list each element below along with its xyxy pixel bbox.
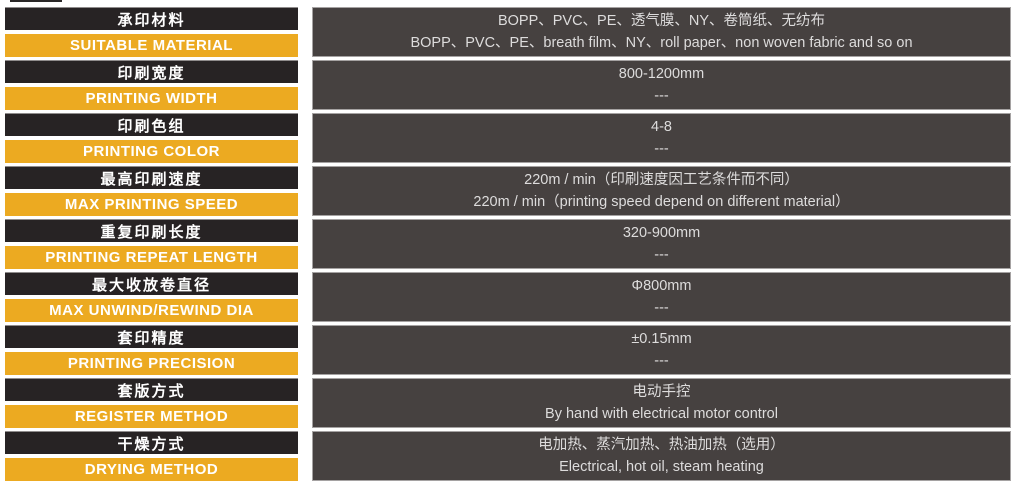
value-cell: ±0.15mm --- xyxy=(312,325,1011,375)
value-cell: Φ800mm --- xyxy=(312,272,1011,322)
spec-row-printing-width: 印刷宽度 PRINTING WIDTH 800-1200mm --- xyxy=(5,60,1011,110)
label-chinese: 干燥方式 xyxy=(5,431,298,454)
spec-row-printing-color: 印刷色组 PRINTING COLOR 4-8 --- xyxy=(5,113,1011,163)
value-cell: 320-900mm --- xyxy=(312,219,1011,269)
value-cell: BOPP、PVC、PE、透气膜、NY、卷筒纸、无纺布 BOPP、PVC、PE、b… xyxy=(312,7,1011,57)
value-cell: 电动手控 By hand with electrical motor contr… xyxy=(312,378,1011,428)
label-column: 套印精度 PRINTING PRECISION xyxy=(5,325,298,375)
label-english: DRYING METHOD xyxy=(5,458,298,481)
spec-row-printing-repeat-length: 重复印刷长度 PRINTING REPEAT LENGTH 320-900mm … xyxy=(5,219,1011,269)
value-english: 220m / min（printing speed depend on diff… xyxy=(473,194,850,210)
label-english: PRINTING REPEAT LENGTH xyxy=(5,246,298,269)
value-english: --- xyxy=(654,300,669,316)
value-english: Electrical, hot oil, steam heating xyxy=(559,459,764,475)
value-english: --- xyxy=(654,247,669,263)
spec-row-register-method: 套版方式 REGISTER METHOD 电动手控 By hand with e… xyxy=(5,378,1011,428)
label-english: PRINTING WIDTH xyxy=(5,87,298,110)
spec-row-max-unwind-rewind-dia: 最大收放卷直径 MAX UNWIND/REWIND DIA Φ800mm --- xyxy=(5,272,1011,322)
label-column: 承印材料 SUITABLE MATERIAL xyxy=(5,7,298,57)
label-column: 干燥方式 DRYING METHOD xyxy=(5,431,298,481)
label-column: 印刷宽度 PRINTING WIDTH xyxy=(5,60,298,110)
label-chinese: 印刷宽度 xyxy=(5,60,298,83)
label-chinese: 重复印刷长度 xyxy=(5,219,298,242)
value-english: BOPP、PVC、PE、breath film、NY、roll paper、no… xyxy=(410,35,913,51)
value-english: --- xyxy=(654,141,669,157)
spec-row-suitable-material: 承印材料 SUITABLE MATERIAL BOPP、PVC、PE、透气膜、N… xyxy=(5,7,1011,57)
spec-row-max-printing-speed: 最高印刷速度 MAX PRINTING SPEED 220m / min（印刷速… xyxy=(5,166,1011,216)
value-chinese: BOPP、PVC、PE、透气膜、NY、卷筒纸、无纺布 xyxy=(497,13,826,29)
label-chinese: 套版方式 xyxy=(5,378,298,401)
label-english: MAX PRINTING SPEED xyxy=(5,193,298,216)
label-english: MAX UNWIND/REWIND DIA xyxy=(5,299,298,322)
value-english: --- xyxy=(654,88,669,104)
value-chinese: Φ800mm xyxy=(631,278,692,294)
label-column: 重复印刷长度 PRINTING REPEAT LENGTH xyxy=(5,219,298,269)
value-chinese: 320-900mm xyxy=(622,225,701,241)
value-cell: 4-8 --- xyxy=(312,113,1011,163)
spec-row-printing-precision: 套印精度 PRINTING PRECISION ±0.15mm --- xyxy=(5,325,1011,375)
value-cell: 800-1200mm --- xyxy=(312,60,1011,110)
value-chinese: 800-1200mm xyxy=(618,66,705,82)
label-chinese: 最高印刷速度 xyxy=(5,166,298,189)
label-column: 最大收放卷直径 MAX UNWIND/REWIND DIA xyxy=(5,272,298,322)
label-english: PRINTING COLOR xyxy=(5,140,298,163)
label-chinese: 承印材料 xyxy=(5,7,298,30)
label-column: 最高印刷速度 MAX PRINTING SPEED xyxy=(5,166,298,216)
label-column: 印刷色组 PRINTING COLOR xyxy=(5,113,298,163)
value-english: --- xyxy=(654,353,669,369)
label-english: PRINTING PRECISION xyxy=(5,352,298,375)
value-chinese: ±0.15mm xyxy=(631,331,692,347)
specification-table: 承印材料 SUITABLE MATERIAL BOPP、PVC、PE、透气膜、N… xyxy=(5,7,1011,481)
value-cell: 电加热、蒸汽加热、热油加热（选用） Electrical, hot oil, s… xyxy=(312,431,1011,481)
value-chinese: 电加热、蒸汽加热、热油加热（选用） xyxy=(538,437,785,453)
value-chinese: 4-8 xyxy=(651,119,672,135)
value-english: By hand with electrical motor control xyxy=(545,406,778,422)
value-chinese: 220m / min（印刷速度因工艺条件而不同） xyxy=(524,172,799,188)
label-column: 套版方式 REGISTER METHOD xyxy=(5,378,298,428)
value-cell: 220m / min（印刷速度因工艺条件而不同） 220m / min（prin… xyxy=(312,166,1011,216)
label-english: SUITABLE MATERIAL xyxy=(5,34,298,57)
label-english: REGISTER METHOD xyxy=(5,405,298,428)
label-chinese: 套印精度 xyxy=(5,325,298,348)
crop-artifact xyxy=(10,0,62,2)
spec-row-drying-method: 干燥方式 DRYING METHOD 电加热、蒸汽加热、热油加热（选用） Ele… xyxy=(5,431,1011,481)
label-chinese: 最大收放卷直径 xyxy=(5,272,298,295)
label-chinese: 印刷色组 xyxy=(5,113,298,136)
value-chinese: 电动手控 xyxy=(632,384,691,400)
